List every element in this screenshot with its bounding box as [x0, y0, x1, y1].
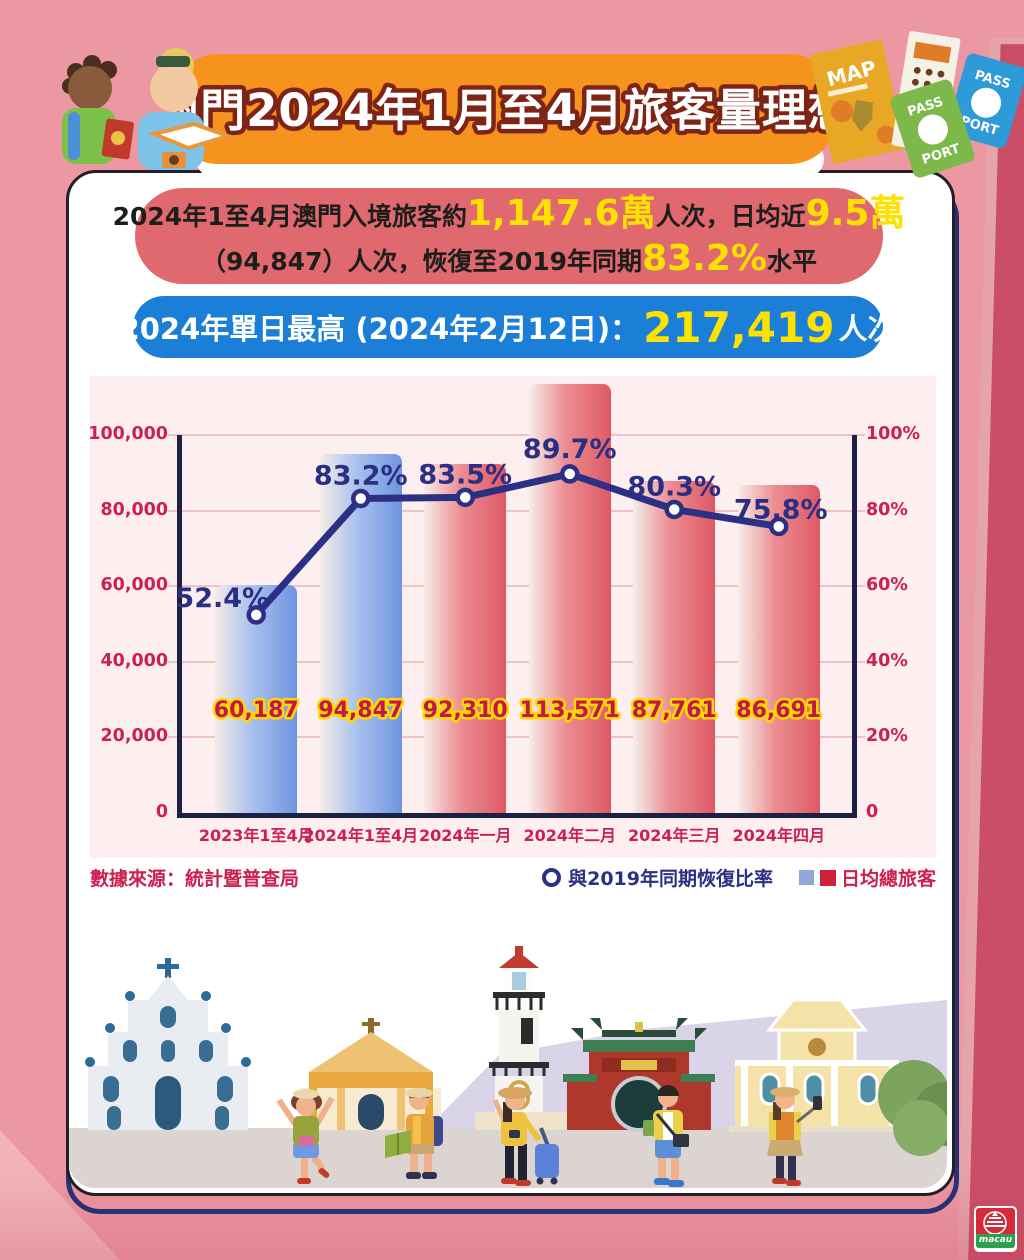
- line-marker: [664, 499, 684, 520]
- right-axis-tick: 60%: [866, 575, 908, 596]
- bar-value-label: 60,187: [214, 698, 299, 723]
- summary-number-recovery: 83.2%: [642, 238, 767, 279]
- gridline: [168, 660, 865, 663]
- left-axis-tick: 80,000: [100, 499, 168, 520]
- line-percent-label: 75.8%: [734, 494, 828, 525]
- chart-legend: 與2019年同期恢復比率 日均總旅客: [542, 864, 936, 891]
- tourist-woman-selfie: [767, 1087, 822, 1186]
- x-axis-label: 2023年1至4月: [198, 826, 314, 845]
- suitcase-icon: [535, 1127, 559, 1185]
- macau-tourism-logo: macau: [974, 1206, 1017, 1252]
- logo-wordmark: macau: [976, 1234, 1015, 1248]
- tourist-cheering-woman: [276, 1089, 335, 1184]
- left-axis-line: [177, 435, 182, 817]
- page-title: 澳門2024年1月至4月旅客量理想: [172, 84, 836, 137]
- left-axis-tick: 0: [155, 802, 168, 822]
- macau-skyline-scene: [69, 900, 947, 1188]
- line-legend-marker-icon: [542, 868, 562, 887]
- bar-legend-blue-swatch: [798, 870, 814, 885]
- line-marker: [246, 605, 266, 625]
- gridline: [168, 434, 865, 436]
- tourist-woman-suitcase: [492, 1087, 559, 1186]
- peak-number: 217,419: [643, 302, 835, 352]
- peak-suffix: 人次: [838, 312, 897, 346]
- passport-red: [101, 118, 134, 160]
- chart-footer: 數據來源：統計暨普查局 與2019年同期恢復比率 日均總旅客: [90, 864, 936, 891]
- map-icon: MAP: [810, 40, 905, 164]
- bar-value-label: 86,691: [736, 698, 821, 723]
- line-marker: [455, 487, 475, 508]
- building-st-pauls-ruins: [85, 958, 251, 1130]
- bar-value-label: 87,761: [632, 698, 717, 723]
- right-axis-tick: 80%: [866, 499, 908, 520]
- passport-blue-icon: PASS PORT: [946, 53, 1024, 149]
- line-percent-label: 83.5%: [418, 459, 512, 490]
- bar-2024年三月: [633, 481, 716, 813]
- traveler-dark-hair: [62, 55, 134, 164]
- line-marker: [351, 488, 371, 509]
- travel-items-illustration: MAP PASS PORT PASS PORT: [810, 31, 1024, 178]
- x-axis-line: [177, 813, 857, 818]
- recovery-line-chart: 60,187 94,847 92,310 113,571 87,761 86,691 52.…: [175, 434, 828, 726]
- line-percent-label: 83.2%: [314, 461, 408, 492]
- bushes: [878, 1060, 947, 1156]
- line-percent-label: 89.7%: [523, 434, 617, 465]
- line-legend-label: 與2019年同期恢復比率: [568, 868, 773, 890]
- title-text-svg: 澳門2024年1月至4月旅客量理想: [172, 80, 836, 142]
- bar-2024年1至4月: [319, 454, 402, 813]
- building-ama-temple: [563, 1018, 715, 1132]
- peak-label: 2024年單日最高 (2024年2月12日)：: [119, 312, 640, 346]
- line-marker: [560, 464, 580, 484]
- bar-value-label: 113,571: [520, 698, 620, 723]
- right-axis-tick: 20%: [866, 726, 908, 747]
- right-axis-tick: 100%: [866, 424, 921, 444]
- recovery-line: [253, 470, 780, 618]
- summary-text: 2024年1至4月澳門入境旅客約: [112, 202, 467, 231]
- summary-number-daily: 9.5萬: [805, 193, 906, 234]
- bar-2024年二月: [528, 383, 611, 813]
- summary-box: 2024年1至4月澳門入境旅客約 1,147.6萬 人次，日均近 9.5萬 （94,8…: [113, 188, 905, 284]
- bar-2024年四月: [737, 485, 820, 813]
- right-axis-line: [852, 435, 857, 817]
- bar-2024年一月: [424, 464, 507, 813]
- travelers-illustration: [62, 48, 235, 170]
- summary-number-total: 1,147.6萬: [466, 193, 656, 234]
- left-axis-tick: 40,000: [100, 650, 168, 671]
- tourist-backpacker-man: [385, 1088, 443, 1179]
- logo-emblem: [976, 1208, 1015, 1234]
- left-axis-tick: 20,000: [100, 726, 168, 747]
- tourist-man-tickets: [643, 1085, 689, 1187]
- left-axis-tick: 100,000: [88, 424, 168, 444]
- bar-legend-label: 日均總旅客: [840, 868, 936, 890]
- gridline: [168, 509, 865, 512]
- right-axis-tick: 0: [866, 802, 879, 822]
- line-marker: [769, 516, 789, 537]
- right-axis-tick: 40%: [866, 650, 908, 671]
- x-axis-label: 2024年一月: [418, 826, 512, 845]
- x-axis-label: 2024年四月: [732, 826, 826, 845]
- peak-box: 2024年單日最高 (2024年2月12日)： 217,419 人次: [120, 296, 896, 358]
- line-percent-label: 80.3%: [627, 471, 721, 502]
- data-source: 數據來源：統計暨普查局: [90, 868, 300, 890]
- bar-value-label: 94,847: [318, 698, 403, 723]
- title-banner: 澳門2024年1月至4月旅客量理想: [172, 54, 836, 164]
- gridline: [168, 585, 865, 588]
- x-axis-label: 2024年二月: [523, 826, 617, 845]
- line-percent-label: 52.4%: [175, 583, 269, 614]
- left-axis-tick: 60,000: [100, 575, 168, 596]
- passport-green-icon: PASS PORT: [890, 79, 975, 178]
- building-guia-lighthouse: [475, 946, 567, 1130]
- bar-value-label: 92,310: [423, 698, 508, 723]
- gridline: [168, 736, 865, 739]
- bar-legend-red-swatch: [819, 869, 836, 886]
- x-axis-label: 2024年三月: [627, 826, 721, 845]
- traveler-blond: [138, 48, 235, 170]
- x-axis-label: 2024年1至4月: [303, 826, 419, 845]
- map-in-hands: [147, 121, 235, 151]
